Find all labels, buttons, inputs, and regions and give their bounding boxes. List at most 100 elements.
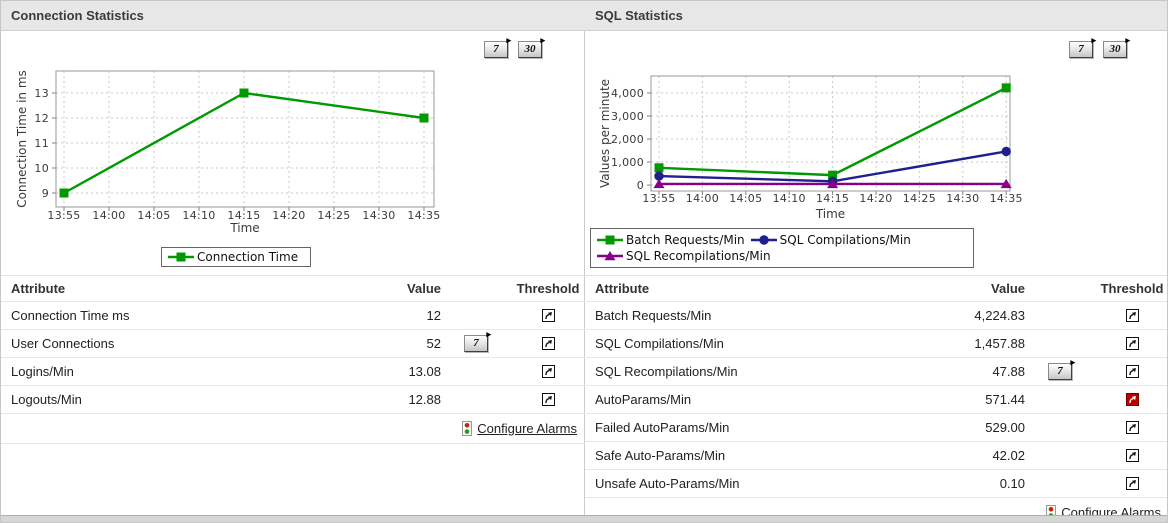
svg-text:14:20: 14:20 [272, 209, 305, 222]
threshold-cell [1095, 420, 1167, 435]
threshold-alert-icon[interactable] [1125, 392, 1140, 407]
table-row: Unsafe Auto-Params/Min 0.10 [585, 470, 1167, 498]
table-row: Logins/Min 13.08 [1, 358, 585, 386]
configure-alarms-link[interactable]: Configure Alarms [477, 421, 577, 436]
threshold-cell [511, 364, 585, 379]
threshold-cell [511, 308, 585, 323]
attribute-cell: User Connections [11, 336, 115, 351]
range-7-days-button[interactable]: 7 ▸ [464, 330, 491, 352]
threshold-cell [511, 392, 585, 407]
range-30-days-button[interactable]: 30 ▸ [1103, 36, 1130, 58]
threshold-cell [1095, 308, 1167, 323]
legend-item-square: Batch Requests/Min [597, 233, 745, 247]
value-cell: 529.00 [985, 420, 1025, 435]
svg-text:9: 9 [42, 187, 49, 200]
range-arrow-icon: ▸ [1070, 357, 1075, 367]
legend-label: SQL Recompilations/Min [626, 249, 771, 263]
threshold-icon[interactable] [1125, 364, 1140, 379]
threshold-cell [511, 336, 585, 351]
threshold-icon[interactable] [1125, 308, 1140, 323]
chart-legend: Connection Time [161, 247, 312, 267]
threshold-icon[interactable] [1125, 420, 1140, 435]
svg-text:14:10: 14:10 [773, 192, 806, 205]
value-cell: 47.88 [992, 364, 1025, 379]
table-row: Connection Time ms 12 [1, 302, 585, 330]
legend-label: Connection Time [197, 250, 299, 264]
value-cell: 52 [426, 336, 441, 351]
svg-text:14:10: 14:10 [182, 209, 215, 222]
value-cell: 12.88 [408, 392, 441, 407]
svg-text:14:15: 14:15 [816, 192, 849, 205]
sql-statistics-table: Attribute Value Threshold Batch Requests/Mi… [585, 275, 1167, 522]
header-attribute: Attribute [595, 281, 650, 296]
attribute-cell: Unsafe Auto-Params/Min [595, 476, 740, 491]
threshold-icon[interactable] [1125, 476, 1140, 491]
header-threshold: Threshold [1100, 281, 1164, 296]
range-arrow-icon: ▸ [540, 35, 545, 45]
chart-range-controls: 7 ▸ 30 ▸ [484, 36, 545, 58]
range-arrow-icon: ▸ [506, 35, 511, 45]
threshold-icon[interactable] [541, 364, 556, 379]
threshold-icon[interactable] [1125, 448, 1140, 463]
attribute-cell: Failed AutoParams/Min [595, 420, 730, 435]
value-cell: 0.10 [999, 476, 1025, 491]
legend-item-triangle: SQL Recompilations/Min [597, 249, 771, 263]
chart-range-controls: 7 ▸ 30 ▸ [1069, 36, 1130, 58]
threshold-icon[interactable] [541, 336, 556, 351]
chart-legend: Batch Requests/Min SQL Compilations/Min SQ… [590, 228, 974, 268]
range-button-cell: 7 ▸ [441, 330, 511, 352]
attribute-cell: Batch Requests/Min [595, 308, 712, 323]
range-30-days-button[interactable]: 30 ▸ [518, 36, 545, 58]
svg-text:13:55: 13:55 [47, 209, 80, 222]
svg-text:13: 13 [34, 87, 49, 100]
svg-text:14:15: 14:15 [227, 209, 260, 222]
svg-text:14:00: 14:00 [92, 209, 125, 222]
value-cell: 571.44 [985, 392, 1025, 407]
panel-title-sql-statistics: SQL Statistics [595, 8, 683, 23]
range-7-days-button[interactable]: 7 ▸ [1069, 36, 1096, 58]
threshold-cell [1095, 476, 1167, 491]
connection-time-line-chart: 13:55 14:00 14:05 14:10 14:15 14:20 14:25 14:30… [15, 70, 440, 235]
attribute-cell: Connection Time ms [11, 308, 130, 323]
svg-text:Time: Time [229, 221, 259, 235]
range-30-label: 30 [1109, 43, 1121, 55]
triangle-marker-icon [597, 251, 623, 261]
value-cell: 42.02 [992, 448, 1025, 463]
svg-text:13:55: 13:55 [642, 192, 675, 205]
threshold-icon[interactable] [541, 308, 556, 323]
value-cell: 4,224.83 [974, 308, 1025, 323]
table-row: AutoParams/Min 571.44 [585, 386, 1167, 414]
svg-text:11: 11 [34, 137, 49, 150]
svg-text:14:05: 14:05 [729, 192, 762, 205]
svg-text:14:25: 14:25 [903, 192, 936, 205]
table-header-row: Attribute Value Threshold [585, 276, 1167, 302]
threshold-cell [1095, 392, 1167, 407]
svg-text:Time: Time [815, 207, 845, 221]
range-label: 7 [1057, 365, 1063, 377]
legend-item-circle: SQL Compilations/Min [750, 233, 911, 247]
value-cell: 12 [426, 308, 441, 323]
attribute-cell: AutoParams/Min [595, 392, 692, 407]
svg-text:14:30: 14:30 [946, 192, 979, 205]
sql-statistics-line-chart: 13:55 14:00 14:05 14:10 14:15 14:20 14:25 14:30… [598, 75, 1023, 221]
range-7-days-button[interactable]: 7 ▸ [1048, 358, 1075, 380]
square-marker-icon [168, 252, 194, 262]
range-30-label: 30 [524, 43, 536, 55]
range-arrow-icon: ▸ [1091, 35, 1096, 45]
svg-text:3,000: 3,000 [611, 110, 644, 123]
svg-text:4,000: 4,000 [611, 87, 644, 100]
svg-text:0: 0 [637, 179, 644, 192]
range-7-label: 7 [1078, 43, 1084, 55]
threshold-icon[interactable] [1125, 336, 1140, 351]
table-header-row: Attribute Value Threshold [1, 276, 585, 302]
threshold-icon[interactable] [541, 392, 556, 407]
svg-text:14:35: 14:35 [990, 192, 1023, 205]
range-7-days-button[interactable]: 7 ▸ [484, 36, 511, 58]
panels-container: 7 ▸ 30 ▸ 13:55 14:00 14:05 14:10 14:15 14:20 1… [1, 31, 1167, 520]
svg-text:10: 10 [34, 162, 49, 175]
traffic-light-icon [462, 421, 473, 436]
legend-label: Batch Requests/Min [626, 233, 745, 247]
sql-statistics-panel: 7 ▸ 30 ▸ 13:55 14:00 14:05 14:10 14:15 14:20 1… [585, 31, 1167, 520]
table-row: Logouts/Min 12.88 [1, 386, 585, 414]
